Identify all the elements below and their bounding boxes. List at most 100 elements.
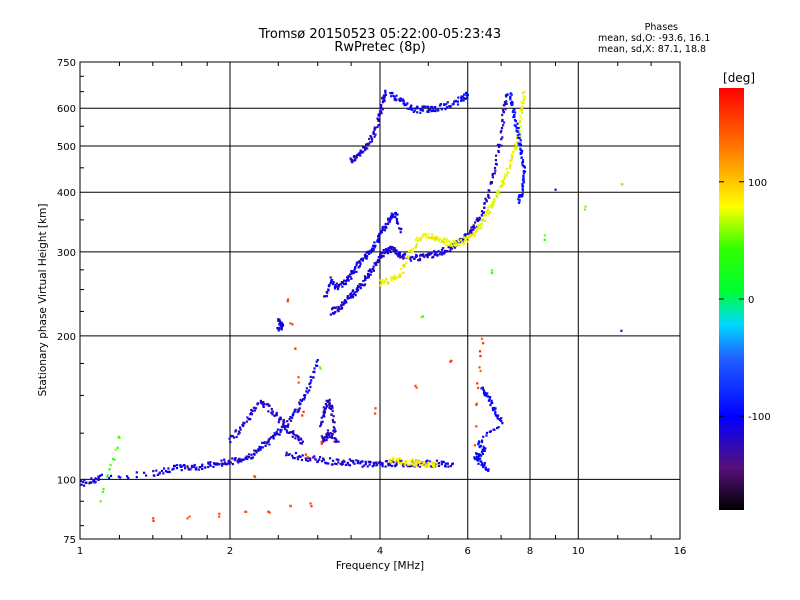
data-point [326,432,329,435]
data-point [309,457,312,460]
data-point [404,256,408,259]
data-point [401,255,404,258]
data-point [312,456,315,459]
data-point [490,269,494,272]
data-point [452,239,455,243]
data-point [515,144,518,147]
data-point [247,453,251,456]
data-point [300,399,303,402]
data-point [237,433,240,436]
data-point [355,156,358,159]
data-point [361,259,364,262]
data-point [460,241,463,244]
data-point [270,436,273,439]
x-axis-label: Frequency [MHz] [336,560,424,572]
data-point [465,91,468,94]
data-point [251,409,254,412]
data-point [399,275,402,278]
data-point [299,442,302,445]
data-point [419,254,422,257]
data-point [277,319,280,322]
data-point [331,463,334,466]
data-point [521,111,524,114]
data-point [325,291,328,294]
data-point [409,106,412,109]
data-point [510,103,513,106]
data-point [480,440,483,444]
data-point [297,437,300,440]
data-point [286,425,289,429]
data-point [327,401,330,404]
data-point [514,125,517,128]
data-point [395,276,398,279]
data-point [519,126,522,129]
data-point [180,469,183,472]
data-point [486,395,489,398]
data-point [349,296,352,299]
data-point [160,469,164,472]
data-point [512,109,515,112]
data-point [364,283,367,286]
data-point [379,230,382,233]
data-point [434,235,437,239]
data-point [403,256,406,259]
data-point [520,100,523,103]
data-point [415,386,418,389]
data-point [302,398,305,401]
data-point [394,216,397,219]
data-point [428,252,431,255]
data-point [429,251,432,254]
data-point [319,425,322,428]
data-point [509,164,512,167]
data-point [327,434,330,437]
data-point [399,462,402,465]
data-point [426,256,429,259]
data-point [322,411,325,414]
data-point [304,457,307,460]
data-point [289,322,292,325]
data-point [513,146,516,149]
data-point [411,460,414,464]
data-point [333,285,336,288]
data-point [381,463,384,466]
data-point [273,414,276,417]
data-point [407,255,410,258]
data-point [186,517,189,520]
data-point [505,174,509,177]
data-point [477,453,480,456]
data-point [275,433,278,436]
data-point [501,184,504,187]
data-point [453,246,456,249]
data-point [162,472,165,475]
data-point [472,233,475,236]
data-point [329,407,332,410]
data-point [477,454,481,458]
data-point [320,440,323,443]
data-point [522,170,525,173]
data-point [282,423,285,426]
data-point [297,409,300,412]
data-point [445,240,448,243]
data-point [475,219,478,222]
data-point [362,257,365,260]
data-point [387,217,390,220]
data-point [382,249,385,252]
data-point [414,107,417,110]
data-point [323,295,326,298]
data-point [351,159,354,162]
data-point [463,93,466,96]
data-point [335,282,338,285]
data-point [477,459,480,462]
data-point [517,127,520,130]
data-point [483,213,486,217]
data-point [440,463,443,466]
data-point [467,240,470,243]
data-point [267,403,270,406]
data-point [487,193,490,197]
data-point [329,281,332,284]
data-point [135,476,138,479]
data-point [381,251,384,254]
data-point [264,444,267,447]
data-point [364,255,367,259]
data-point [408,465,411,468]
